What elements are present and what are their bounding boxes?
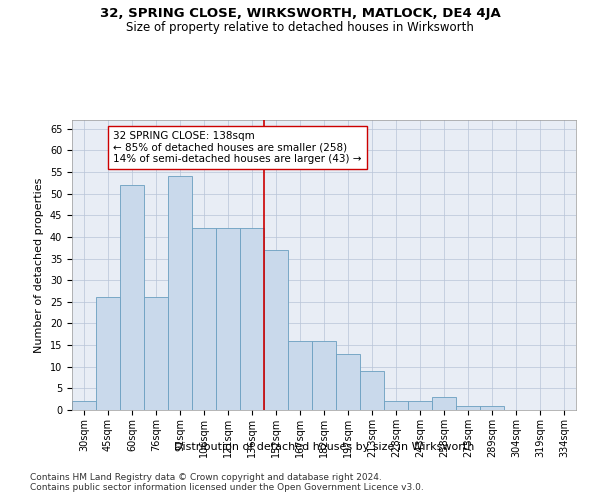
Bar: [192, 228, 216, 410]
Text: Contains public sector information licensed under the Open Government Licence v3: Contains public sector information licen…: [30, 482, 424, 492]
Bar: [408, 402, 432, 410]
Bar: [96, 298, 120, 410]
Bar: [360, 371, 384, 410]
Bar: [144, 298, 168, 410]
Bar: [72, 402, 96, 410]
Text: Size of property relative to detached houses in Wirksworth: Size of property relative to detached ho…: [126, 21, 474, 34]
Y-axis label: Number of detached properties: Number of detached properties: [34, 178, 44, 352]
Text: 32, SPRING CLOSE, WIRKSWORTH, MATLOCK, DE4 4JA: 32, SPRING CLOSE, WIRKSWORTH, MATLOCK, D…: [100, 8, 500, 20]
Bar: [288, 340, 312, 410]
Bar: [312, 340, 336, 410]
Bar: [264, 250, 288, 410]
Bar: [384, 402, 408, 410]
Text: Distribution of detached houses by size in Wirksworth: Distribution of detached houses by size …: [174, 442, 474, 452]
Text: Contains HM Land Registry data © Crown copyright and database right 2024.: Contains HM Land Registry data © Crown c…: [30, 472, 382, 482]
Text: 32 SPRING CLOSE: 138sqm
← 85% of detached houses are smaller (258)
14% of semi-d: 32 SPRING CLOSE: 138sqm ← 85% of detache…: [113, 131, 361, 164]
Bar: [480, 406, 504, 410]
Bar: [120, 185, 144, 410]
Bar: [168, 176, 192, 410]
Bar: [240, 228, 264, 410]
Bar: [456, 406, 480, 410]
Bar: [336, 354, 360, 410]
Bar: [432, 397, 456, 410]
Bar: [216, 228, 240, 410]
